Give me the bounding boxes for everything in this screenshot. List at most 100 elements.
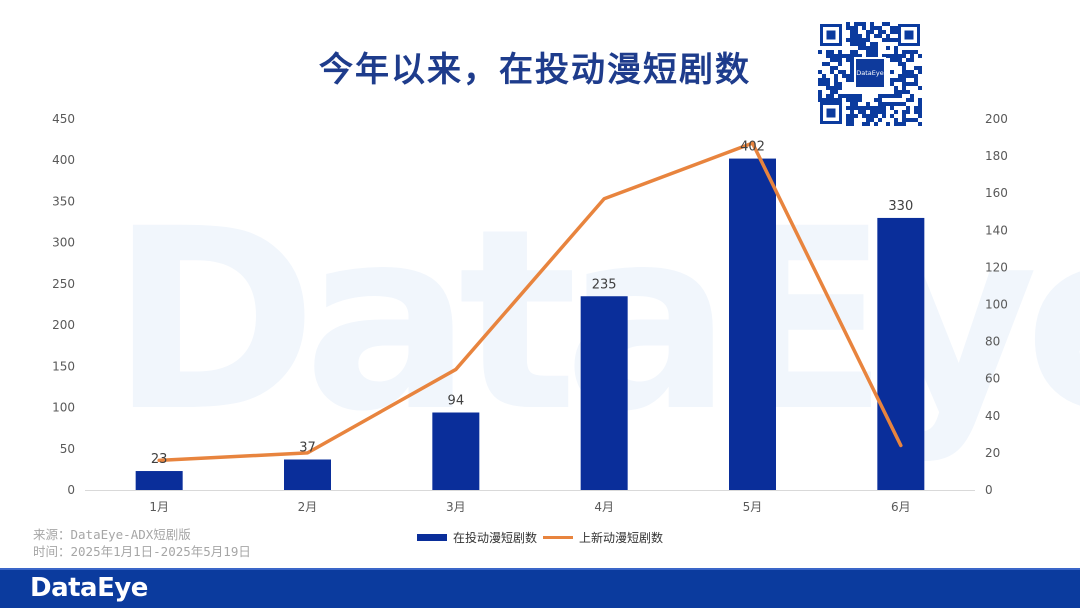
- qr-module: [866, 34, 870, 38]
- qr-module: [914, 66, 918, 70]
- y-right-tick-label: 20: [985, 446, 1000, 460]
- qr-module: [902, 82, 906, 86]
- qr-module: [830, 98, 834, 102]
- qr-module: [858, 106, 862, 110]
- qr-module: [910, 98, 914, 102]
- y-right-tick-label: 0: [985, 483, 993, 497]
- qr-module: [854, 26, 858, 30]
- bar: [135, 471, 183, 490]
- qr-module: [898, 102, 902, 106]
- qr-module: [854, 22, 858, 26]
- qr-module: [898, 58, 902, 62]
- qr-module: [858, 38, 862, 42]
- qr-module: [862, 26, 866, 30]
- qr-module: [846, 58, 850, 62]
- qr-module: [870, 110, 874, 114]
- qr-module: [890, 30, 894, 34]
- y-right-tick-label: 60: [985, 372, 1000, 386]
- qr-module: [826, 54, 830, 58]
- qr-module: [878, 102, 882, 106]
- qr-module: [866, 50, 870, 54]
- qr-module: [830, 58, 834, 62]
- qr-module: [898, 94, 902, 98]
- qr-module: [874, 106, 878, 110]
- qr-code: DataEye: [818, 22, 922, 126]
- qr-module: [850, 54, 854, 58]
- legend-swatch-line: [543, 536, 573, 539]
- qr-module: [886, 122, 890, 126]
- qr-module: [918, 122, 922, 126]
- qr-module: [834, 78, 838, 82]
- qr-module: [818, 94, 822, 98]
- qr-module: [854, 34, 858, 38]
- qr-module: [862, 110, 866, 114]
- qr-module: [874, 50, 878, 54]
- qr-module: [866, 38, 870, 42]
- qr-module: [886, 102, 890, 106]
- qr-module: [890, 102, 894, 106]
- qr-module: [902, 54, 906, 58]
- qr-module: [854, 114, 858, 118]
- qr-module: [886, 38, 890, 42]
- qr-module: [850, 102, 854, 106]
- qr-module: [890, 38, 894, 42]
- qr-module: [862, 46, 866, 50]
- qr-module: [866, 30, 870, 34]
- qr-module: [834, 90, 838, 94]
- qr-module: [902, 102, 906, 106]
- qr-module: [894, 90, 898, 94]
- qr-module: [894, 78, 898, 82]
- qr-module: [862, 114, 866, 118]
- qr-module: [846, 38, 850, 42]
- qr-module: [870, 46, 874, 50]
- qr-module: [870, 54, 874, 58]
- y-left-tick-label: 0: [67, 483, 75, 497]
- qr-module: [834, 58, 838, 62]
- qr-module: [910, 82, 914, 86]
- bar: [729, 158, 776, 490]
- qr-module: [834, 82, 838, 86]
- y-left-tick-label: 450: [52, 112, 75, 126]
- qr-module: [906, 70, 910, 74]
- qr-module: [902, 114, 906, 118]
- qr-module: [858, 42, 862, 46]
- qr-module: [874, 122, 878, 126]
- qr-module: [818, 50, 822, 54]
- qr-finder-core: [826, 30, 836, 40]
- qr-module: [894, 122, 898, 126]
- qr-module: [902, 50, 906, 54]
- qr-module: [854, 102, 858, 106]
- qr-module: [918, 54, 922, 58]
- qr-module: [826, 98, 830, 102]
- y-right-tick-label: 180: [985, 149, 1008, 163]
- qr-module: [866, 54, 870, 58]
- bar-data-label: 23: [151, 452, 168, 467]
- qr-module: [838, 98, 842, 102]
- qr-module: [894, 110, 898, 114]
- qr-module: [846, 26, 850, 30]
- qr-module: [850, 110, 854, 114]
- qr-module: [902, 70, 906, 74]
- qr-finder: [820, 24, 842, 46]
- qr-module: [902, 86, 906, 90]
- line-series-path: [157, 141, 903, 463]
- qr-module: [874, 114, 878, 118]
- qr-module: [830, 54, 834, 58]
- qr-module: [850, 94, 854, 98]
- qr-module: [846, 114, 850, 118]
- qr-module: [834, 86, 838, 90]
- chart-legend: 在投动漫短剧数 上新动漫短剧数: [0, 529, 1080, 546]
- qr-module: [842, 94, 846, 98]
- qr-module: [918, 114, 922, 118]
- qr-module: [894, 118, 898, 122]
- qr-module: [858, 94, 862, 98]
- qr-module: [882, 94, 886, 98]
- bar: [432, 412, 480, 490]
- qr-module: [918, 110, 922, 114]
- qr-module: [902, 110, 906, 114]
- qr-module: [826, 82, 830, 86]
- qr-module: [850, 34, 854, 38]
- qr-module: [910, 54, 914, 58]
- qr-module: [906, 58, 910, 62]
- qr-module: [910, 94, 914, 98]
